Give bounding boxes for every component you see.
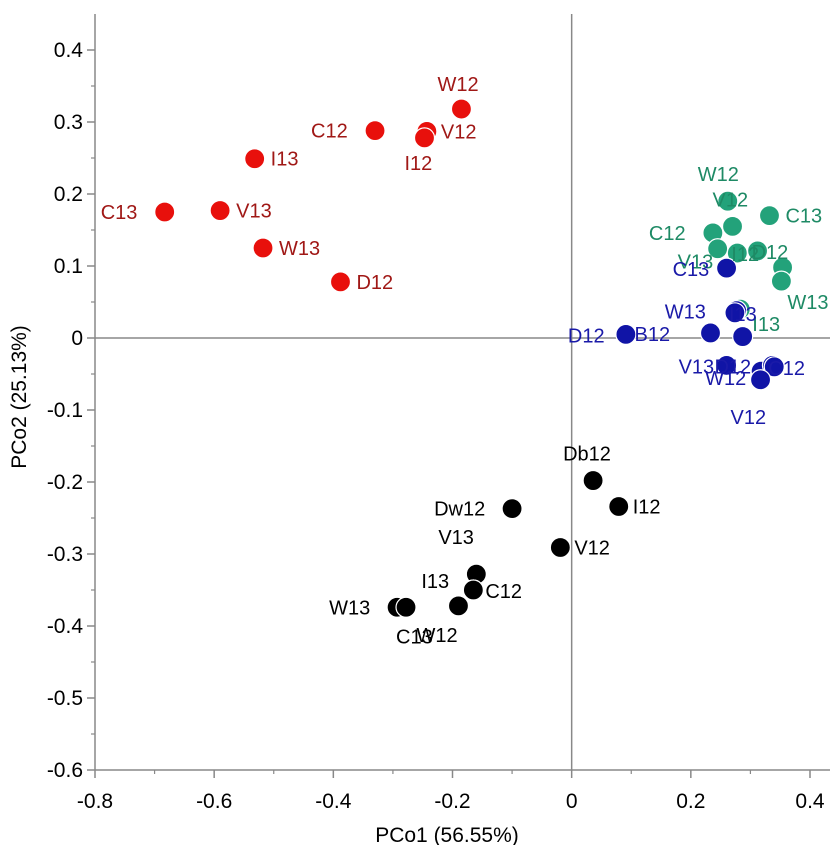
x-tick-label: 0.4 bbox=[795, 790, 825, 813]
data-point bbox=[252, 237, 274, 259]
y-tick-label: -0.5 bbox=[47, 687, 83, 710]
data-point bbox=[154, 201, 176, 223]
point-label: W12 bbox=[416, 625, 457, 647]
y-tick-label: 0 bbox=[71, 327, 83, 350]
axes bbox=[87, 14, 830, 778]
point-label: I13 bbox=[752, 314, 780, 336]
point-label: C12 bbox=[311, 121, 348, 143]
data-point bbox=[413, 127, 436, 149]
data-point bbox=[770, 270, 793, 292]
y-tick-label: 0.4 bbox=[54, 39, 84, 62]
data-point bbox=[763, 356, 785, 378]
data-point bbox=[715, 354, 738, 376]
data-point bbox=[329, 271, 352, 293]
point-label: W13 bbox=[279, 238, 320, 260]
data-point bbox=[699, 322, 722, 344]
point-label: D12 bbox=[568, 325, 605, 347]
data-point bbox=[447, 595, 470, 617]
point-label: V13 bbox=[236, 201, 272, 223]
point-label: V12 bbox=[441, 121, 477, 143]
data-point bbox=[364, 120, 386, 142]
data-point bbox=[608, 495, 630, 518]
data-point bbox=[450, 98, 473, 120]
point-label: Dw12 bbox=[434, 499, 485, 521]
y-tick-label: 0.2 bbox=[54, 183, 83, 206]
data-point bbox=[758, 205, 781, 227]
point-label: C13 bbox=[101, 202, 138, 224]
x-axis-title: PCo1 (56.55%) bbox=[375, 824, 519, 845]
point-label: B12 bbox=[634, 324, 670, 346]
data-point bbox=[582, 469, 604, 492]
point-label: C12 bbox=[485, 581, 522, 603]
data-points bbox=[154, 98, 794, 618]
data-point bbox=[746, 240, 769, 262]
x-tick-label: -0.6 bbox=[196, 790, 232, 813]
point-label: I12 bbox=[731, 244, 759, 266]
point-label: C13 bbox=[673, 259, 710, 281]
y-tick-label: 0.1 bbox=[54, 255, 83, 278]
point-label: I12 bbox=[633, 496, 661, 518]
point-label: I12 bbox=[404, 153, 432, 175]
data-point bbox=[717, 190, 739, 212]
x-tick-label: -0.2 bbox=[434, 790, 470, 813]
point-label: D12 bbox=[356, 272, 393, 294]
data-point bbox=[749, 369, 772, 391]
y-tick-label: 0.3 bbox=[54, 111, 83, 134]
data-point bbox=[462, 579, 484, 601]
point-label: I13 bbox=[421, 571, 449, 593]
data-point bbox=[732, 325, 754, 348]
point-label: D12 bbox=[714, 356, 751, 378]
tick-labels: 0.4 0.3 0.2 0.1 0 -0.1 -0.2 -0.3 -0.4 -0.5 -0.6 -0.… bbox=[47, 39, 825, 813]
y-tick-label: -0.2 bbox=[47, 471, 83, 494]
point-label: W13 bbox=[787, 292, 828, 314]
point-label: V13 bbox=[678, 252, 714, 274]
point-label: I13 bbox=[271, 149, 299, 171]
data-point bbox=[244, 148, 266, 170]
point-label: W13 bbox=[329, 597, 370, 619]
point-label: W12 bbox=[437, 74, 478, 96]
data-point bbox=[724, 302, 746, 324]
point-label: V12 bbox=[574, 538, 610, 560]
point-label: V13 bbox=[679, 356, 715, 378]
point-label: W12 bbox=[698, 164, 739, 186]
point-label: C13 bbox=[396, 626, 433, 648]
y-axis-title: PCo2 (25.13%) bbox=[8, 325, 31, 469]
point-label: C13 bbox=[785, 206, 822, 228]
data-point bbox=[501, 498, 523, 520]
y-tick-label: -0.6 bbox=[47, 759, 83, 782]
point-label: Db12 bbox=[563, 444, 611, 466]
x-tick-label: 0 bbox=[566, 790, 578, 813]
point-label: V13 bbox=[438, 527, 474, 549]
point-label: V12 bbox=[731, 407, 767, 429]
point-label: C12 bbox=[649, 223, 686, 245]
data-point bbox=[209, 199, 231, 222]
point-label: W13 bbox=[665, 302, 706, 324]
point-label: W12 bbox=[705, 368, 746, 390]
data-point bbox=[549, 536, 571, 559]
data-point bbox=[721, 215, 744, 237]
y-tick-label: -0.4 bbox=[47, 615, 84, 638]
x-tick-label: 0.2 bbox=[676, 790, 705, 813]
point-label: D12 bbox=[752, 242, 789, 264]
data-point bbox=[715, 257, 738, 279]
y-tick-label: -0.3 bbox=[47, 543, 83, 566]
x-tick-label: -0.8 bbox=[77, 790, 113, 813]
data-point bbox=[395, 596, 417, 618]
x-tick-label: -0.4 bbox=[315, 790, 352, 813]
point-label: V12 bbox=[713, 189, 749, 211]
point-label: C12 bbox=[768, 358, 805, 380]
data-point bbox=[615, 323, 637, 345]
y-tick-label: -0.1 bbox=[47, 399, 83, 422]
point-label: I13 bbox=[729, 304, 757, 326]
